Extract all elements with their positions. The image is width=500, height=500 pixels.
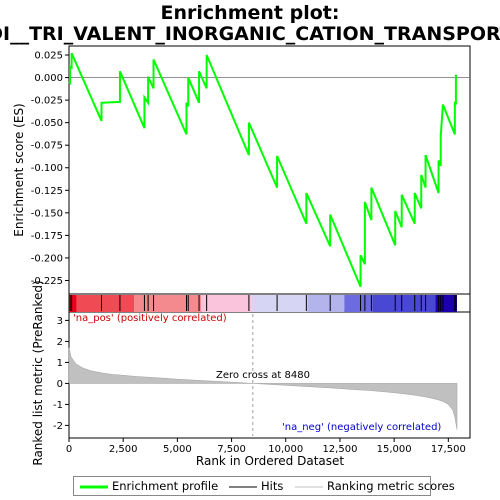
es-tick-label: -0.200 <box>31 253 63 264</box>
es-axis-label: Enrichment score (ES) <box>12 103 26 236</box>
legend-label: Hits <box>261 479 284 493</box>
chart-title-line-1: Enrichment plot: <box>161 2 340 24</box>
legend-item-hits: Hits <box>229 479 283 493</box>
rank-band <box>201 295 252 312</box>
x-tick-label: 17,500 <box>431 444 466 455</box>
neg-correlated-label: 'na_neg' (negatively correlated) <box>282 422 441 433</box>
metric-tick-label: 1 <box>57 358 63 369</box>
rank-band <box>372 295 436 312</box>
es-tick-label: -0.225 <box>31 276 63 287</box>
legend-item-enrichment-profile: Enrichment profile <box>80 479 218 493</box>
metric-tick-label: 0 <box>57 379 63 390</box>
x-tick-label: 0 <box>66 444 72 455</box>
x-tick-label: 10,000 <box>268 444 303 455</box>
x-tick-label: 12,500 <box>322 444 357 455</box>
x-tick-label: 5,000 <box>163 444 192 455</box>
es-tick-label: 0.000 <box>34 73 63 84</box>
pos-correlated-label: 'na_pos' (positively correlated) <box>73 313 227 324</box>
hit-marks <box>69 295 457 311</box>
legend-label: Enrichment profile <box>112 479 219 493</box>
enrichment-profile-line <box>68 52 457 288</box>
rank-band <box>76 295 135 312</box>
x-tick-label: 15,000 <box>377 444 412 455</box>
metric-axis-label: Ranked list metric (PreRanked) <box>31 280 45 465</box>
rank-band <box>251 295 308 312</box>
es-tick-label: -0.175 <box>31 231 63 242</box>
ranking-metric-swatch <box>295 486 323 487</box>
x-tick-label: 2,500 <box>109 444 138 455</box>
metric-tick-label: -2 <box>53 421 63 432</box>
metric-tick-label: 3 <box>57 316 63 327</box>
ranking-metric-area-path <box>68 347 458 430</box>
legend: Enrichment profile Hits Ranking metric s… <box>73 476 455 496</box>
legend-item-ranking-metric: Ranking metric scores <box>295 479 455 493</box>
hits-line-swatch <box>229 486 257 487</box>
zero-cross-label: Zero cross at 8480 <box>216 370 310 381</box>
metric-tick-label: -1 <box>53 400 63 411</box>
rank-band <box>134 295 202 312</box>
es-tick-label: -0.125 <box>31 186 63 197</box>
enrichment-profile-group <box>68 52 470 288</box>
x-axis-label: Rank in Ordered Dataset <box>196 454 344 468</box>
es-tick-label: -0.150 <box>31 208 63 219</box>
x-axis: 0 2,500 5,000 7,500 10,000 12,500 15,000 17,500 <box>66 438 466 455</box>
rank-band <box>307 295 345 312</box>
es-tick-label: -0.075 <box>31 141 63 152</box>
es-tick-label: -0.025 <box>31 96 63 107</box>
es-tick-label: -0.100 <box>31 163 63 174</box>
legend-label: Ranking metric scores <box>327 479 455 493</box>
metric-axis: 3 2 1 0 -1 -2 <box>53 316 69 432</box>
ranking-metric-area <box>68 314 458 436</box>
rank-band <box>344 295 373 312</box>
rank-color-bar <box>69 295 457 312</box>
metric-tick-label: 2 <box>57 337 63 348</box>
enrichment-line-swatch <box>80 485 108 488</box>
es-tick-label: 0.025 <box>34 51 63 62</box>
x-tick-label: 7,500 <box>217 444 246 455</box>
rank-band <box>69 295 77 312</box>
es-axis: 0.025 0.000 -0.025 -0.050 -0.075 -0.100 -0.125… <box>31 51 69 287</box>
chart-title-line-2: DI__TRI_VALENT_INORGANIC_CATION_TRANSPOR… <box>0 23 500 45</box>
es-tick-label: -0.050 <box>31 118 63 129</box>
